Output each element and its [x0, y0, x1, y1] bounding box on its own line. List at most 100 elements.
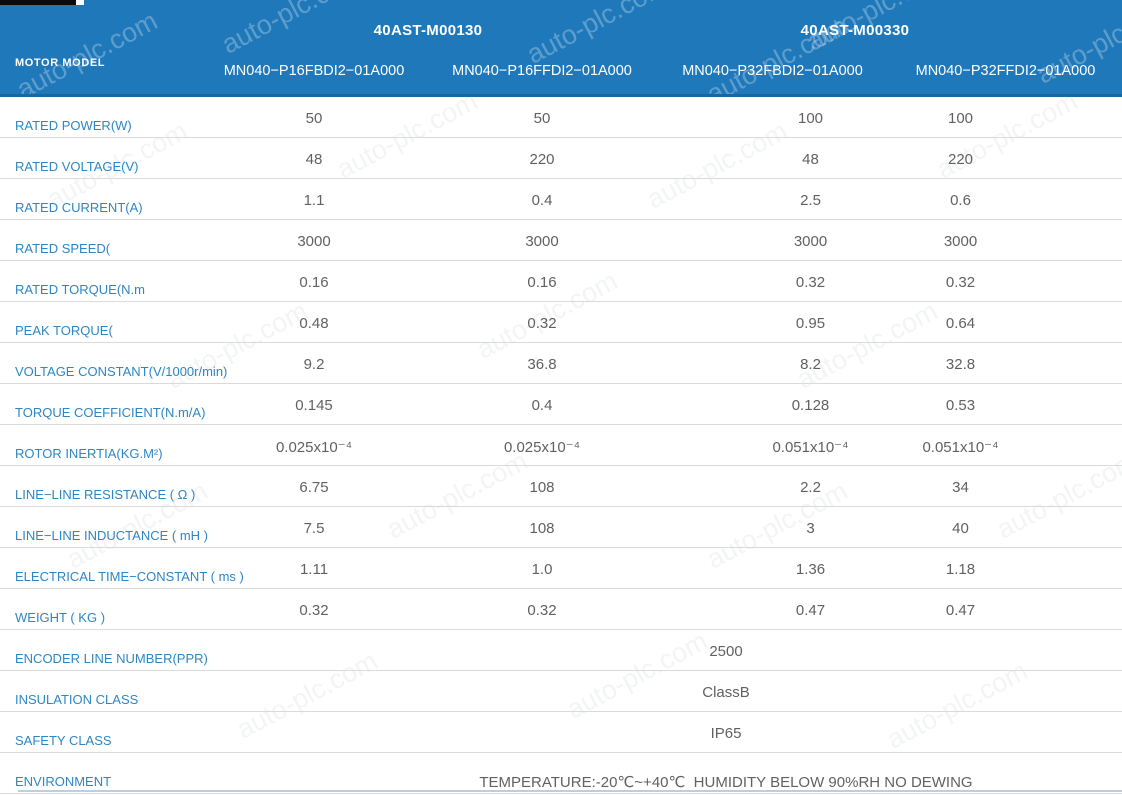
- model-name-col2: MN040−P16FFDI2−01A000: [452, 63, 632, 79]
- value-cell: 48: [802, 151, 819, 168]
- table-row: RATED SPEED( 3000 3000 3000 3000: [0, 220, 1122, 261]
- value-cell: 0.32: [527, 315, 557, 332]
- table-row: RATED POWER(W) 50 50 100 100: [0, 97, 1122, 138]
- table-row: SAFETY CLASS IP65: [0, 712, 1122, 753]
- row-label: SAFETY CLASS: [15, 733, 112, 748]
- table-row: RATED VOLTAGE(V) 48 220 48 220: [0, 138, 1122, 179]
- value-cell: 220: [947, 151, 974, 168]
- merged-value-cell: ClassB: [702, 684, 750, 701]
- row-label: ENVIRONMENT: [15, 774, 112, 789]
- table-row: RATED CURRENT(A) 1.1 0.4 2.5 0.6: [0, 179, 1122, 220]
- value-cell: 9.2: [303, 356, 325, 373]
- value-cell: 7.5: [303, 520, 325, 537]
- model-name-col3: MN040−P32FBDI2−01A000: [682, 63, 863, 79]
- value-cell: 3: [806, 520, 815, 537]
- value-cell: 0.4: [531, 397, 553, 414]
- value-cell: 108: [529, 479, 555, 496]
- row-label: ENCODER LINE NUMBER(PPR): [15, 651, 208, 666]
- value-cell: 0.32: [527, 602, 557, 619]
- table-row: ROTOR INERTIA(KG.M²) 0.025x10⁻⁴ 0.025x10⁻⁴…: [0, 425, 1122, 466]
- value-cell: 0.48: [299, 315, 329, 332]
- value-cell: 0.47: [945, 602, 976, 619]
- value-cell: 40: [952, 520, 969, 537]
- top-edge-notch: [76, 0, 84, 5]
- model-name-col1: MN040−P16FBDI2−01A000: [223, 63, 405, 79]
- row-label: LINE−LINE RESISTANCE ( Ω ): [15, 487, 196, 502]
- value-cell: 36.8: [527, 356, 557, 373]
- value-cell: 3000: [525, 233, 559, 250]
- row-label: ROTOR INERTIA(KG.M²): [15, 446, 163, 461]
- value-cell: 0.025x10⁻⁴: [275, 439, 353, 456]
- value-cell: 1.36: [795, 561, 826, 578]
- value-cell: 0.16: [299, 274, 329, 291]
- value-cell: 1.0: [531, 561, 553, 578]
- value-cell: 0.051x10⁻⁴: [772, 439, 849, 456]
- value-cell: 1.18: [945, 561, 976, 578]
- value-cell: 32.8: [945, 356, 976, 373]
- merged-value-cell: TEMPERATURE:-20℃~+40℃ HUMIDITY BELOW 90%…: [479, 774, 973, 791]
- row-label: RATED CURRENT(A): [15, 200, 143, 215]
- group-title-40ast-m00330: 40AST-M00330: [800, 22, 910, 39]
- value-cell: 50: [533, 110, 551, 127]
- watermark-text: auto-plc.com: [11, 5, 163, 97]
- value-cell: 220: [529, 151, 555, 168]
- value-cell: 0.051x10⁻⁴: [922, 439, 999, 456]
- value-cell: 0.128: [791, 397, 830, 414]
- table-row: ELECTRICAL TIME−CONSTANT ( ms ) 1.11 1.0 1.…: [0, 548, 1122, 589]
- value-cell: 0.145: [295, 397, 333, 414]
- table-row: LINE−LINE INDUCTANCE ( mH ) 7.5 108 3 40: [0, 507, 1122, 548]
- bottom-border-line: [18, 790, 1122, 792]
- table-row: ENVIRONMENT TEMPERATURE:-20℃~+40℃ HUMIDIT…: [0, 753, 1122, 794]
- value-cell: 0.64: [945, 315, 976, 332]
- value-cell: 34: [952, 479, 969, 496]
- table-row: RATED TORQUE(N.m 0.16 0.16 0.32 0.32: [0, 261, 1122, 302]
- table-row: ENCODER LINE NUMBER(PPR) 2500: [0, 630, 1122, 671]
- row-label: VOLTAGE CONSTANT(V/1000r/min): [15, 364, 228, 379]
- value-cell: 0.53: [945, 397, 976, 414]
- group-title-40ast-m00130: 40AST-M00130: [373, 22, 483, 39]
- value-cell: 3000: [297, 233, 331, 250]
- value-cell: 0.47: [795, 602, 826, 619]
- row-label: RATED VOLTAGE(V): [15, 159, 139, 174]
- row-label: TORQUE COEFFICIENT(N.m/A): [15, 405, 206, 420]
- value-cell: 8.2: [800, 356, 821, 373]
- value-cell: 100: [797, 110, 824, 127]
- row-label: LINE−LINE INDUCTANCE ( mH ): [15, 528, 208, 543]
- spec-table-body: RATED POWER(W) 50 50 100 100 RATED VOLTAGE(V)…: [0, 97, 1122, 794]
- row-label: PEAK TORQUE(: [15, 323, 113, 338]
- value-cell: 6.75: [299, 479, 329, 496]
- value-cell: 0.025x10⁻⁴: [503, 439, 581, 456]
- value-cell: 0.4: [531, 192, 553, 209]
- value-cell: 3000: [943, 233, 978, 250]
- merged-value-cell: IP65: [710, 725, 742, 742]
- motor-model-label: MOTOR MODEL: [15, 57, 106, 69]
- value-cell: 0.32: [795, 274, 826, 291]
- value-cell: 0.16: [527, 274, 557, 291]
- value-cell: 1.1: [303, 192, 325, 209]
- value-cell: 0.32: [945, 274, 976, 291]
- table-row: LINE−LINE RESISTANCE ( Ω ) 6.75 108 2.2 34: [0, 466, 1122, 507]
- table-row: PEAK TORQUE( 0.48 0.32 0.95 0.64: [0, 302, 1122, 343]
- value-cell: 108: [529, 520, 555, 537]
- row-label: RATED TORQUE(N.m: [15, 282, 146, 297]
- row-label: RATED SPEED(: [15, 241, 111, 256]
- row-label: WEIGHT ( KG ): [15, 610, 106, 625]
- value-cell: 0.95: [795, 315, 826, 332]
- table-row: VOLTAGE CONSTANT(V/1000r/min) 9.2 36.8 8.2 3…: [0, 343, 1122, 384]
- value-cell: 100: [947, 110, 974, 127]
- value-cell: 0.6: [950, 192, 971, 209]
- table-header: auto-plc.com auto-plc.com auto-plc.com a…: [0, 0, 1122, 97]
- top-edge-bar: [0, 0, 76, 5]
- value-cell: 50: [305, 110, 323, 127]
- value-cell: 48: [305, 151, 323, 168]
- value-cell: 2.5: [800, 192, 821, 209]
- row-label: RATED POWER(W): [15, 118, 132, 133]
- merged-value-cell: 2500: [709, 643, 743, 660]
- value-cell: 3000: [793, 233, 828, 250]
- table-row: WEIGHT ( KG ) 0.32 0.32 0.47 0.47: [0, 589, 1122, 630]
- value-cell: 1.11: [299, 561, 329, 578]
- row-label: ELECTRICAL TIME−CONSTANT ( ms ): [15, 569, 244, 584]
- model-name-col4: MN040−P32FFDI2−01A000: [915, 63, 1096, 79]
- row-label: INSULATION CLASS: [15, 692, 139, 707]
